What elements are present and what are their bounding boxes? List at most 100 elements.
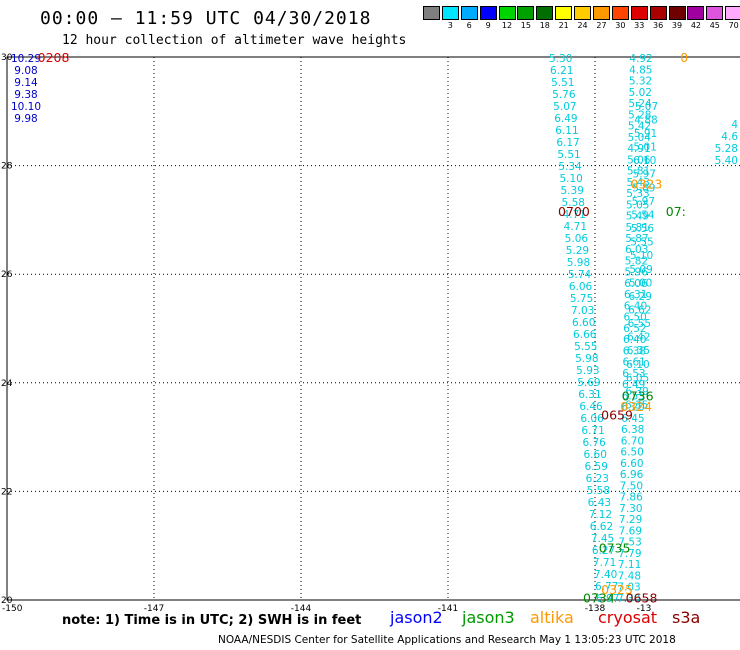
legend-cell: 45 xyxy=(705,6,724,32)
wave-height-value: 6.59 xyxy=(585,461,608,473)
wave-height-value: 5.58 xyxy=(587,485,610,497)
legend-swatch xyxy=(536,6,554,20)
legend-label: 33 xyxy=(634,21,645,30)
wave-height-value: 5.30 xyxy=(549,53,572,65)
wave-height-value: 5.01 xyxy=(633,142,656,154)
y-tick-label: 26 xyxy=(1,270,13,280)
wave-height-value: 5.54 xyxy=(631,209,655,221)
wave-height-value: 6.55 xyxy=(622,390,645,402)
wave-height-value: 4.71 xyxy=(564,221,587,233)
pass-time-label: 0659 xyxy=(601,407,633,422)
wave-height-value: 7.03 xyxy=(571,305,594,317)
wave-height-value: 6.60 xyxy=(572,317,595,329)
legend-cell: 21 xyxy=(554,6,573,32)
wave-height-value: 4.91 xyxy=(627,143,650,155)
legend-swatch xyxy=(479,6,497,20)
wave-height-value: 7.03 xyxy=(617,582,640,594)
x-tick-label: -141 xyxy=(438,604,458,614)
wave-height-value: 5.06 xyxy=(627,154,651,166)
legend-label: 6 xyxy=(466,21,472,30)
legend-label: 24 xyxy=(577,21,588,30)
wave-height-value: 4 xyxy=(731,119,738,131)
wave-height-value: 6.50 xyxy=(623,312,646,324)
wave-height-value: 6.27 xyxy=(592,545,615,557)
wave-height-value: 6.45 xyxy=(621,413,644,425)
legend-swatch xyxy=(517,6,535,20)
credit-line: NOAA/NESDIS Center for Satellite Applica… xyxy=(218,634,676,646)
legend-label: 70 xyxy=(728,21,739,30)
legend-swatch xyxy=(630,6,648,20)
legend-cell: 42 xyxy=(686,6,705,32)
wave-height-value: 7.86 xyxy=(619,492,643,504)
legend-swatch xyxy=(706,6,724,20)
wave-height-value: 5.34 xyxy=(558,161,582,173)
wave-height-value: 5.10 xyxy=(630,250,653,262)
legend-cell: 3 xyxy=(441,6,460,32)
wave-height-value: 6.05 xyxy=(626,372,649,384)
wave-height-value: 6.03 xyxy=(625,244,648,256)
y-tick-label: 22 xyxy=(1,487,12,497)
units-note: note: 1) Time is in UTC; 2) SWH is in fe… xyxy=(62,613,362,628)
wave-height-value: 4.88 xyxy=(634,114,657,126)
wave-height-value: 5.39 xyxy=(561,185,584,197)
satellite-label-cryosat: cryosat xyxy=(598,608,658,627)
wave-height-value: 6.20 xyxy=(621,402,644,414)
plot-frame xyxy=(6,56,740,601)
wave-height-value: 6.11 xyxy=(555,125,578,137)
wave-height-value: 4.92 xyxy=(629,53,652,65)
wave-height-value: 5.55 xyxy=(630,237,653,249)
wave-height-value: 5.81 xyxy=(627,166,650,178)
wave-height-value: 7.30 xyxy=(619,503,642,515)
pass-time-label: 0734 xyxy=(583,590,615,605)
wave-height-value: 6.06 xyxy=(624,278,648,290)
legend-label: 18 xyxy=(539,21,550,30)
legend-label: 12 xyxy=(501,21,513,30)
wave-height-value: 7.50 xyxy=(620,480,643,492)
pass-time-label: 0324 xyxy=(620,399,652,414)
chart-subtitle: 12 hour collection of altimeter wave hei… xyxy=(62,33,407,48)
wave-height-value: 7.12 xyxy=(589,509,612,521)
legend-swatch xyxy=(498,6,516,20)
legend-cell: 70 xyxy=(724,6,740,32)
pass-time-label: 07: xyxy=(666,204,686,219)
legend-swatch xyxy=(441,6,459,20)
wave-height-value: 5.28 xyxy=(715,143,738,155)
legend-label: 30 xyxy=(615,21,626,30)
wave-height-value: 6.23 xyxy=(586,473,609,485)
x-tick-label: -144 xyxy=(291,604,312,614)
wave-height-value: 5.00 xyxy=(629,277,652,289)
wave-height-value: 6.42 xyxy=(627,332,650,344)
pass-time-label: 0325 xyxy=(601,582,633,597)
wave-height-value: 5.32 xyxy=(629,76,652,88)
wave-height-value: 5.07 xyxy=(635,101,658,113)
wave-height-value: 6.76 xyxy=(582,437,606,449)
y-tick-label: 28 xyxy=(1,162,13,172)
wave-height-value: 6.06 xyxy=(580,413,604,425)
satellite-label-altika: altika xyxy=(530,608,574,627)
wave-height-value: 5.75 xyxy=(570,293,593,305)
legend-cell: 39 xyxy=(668,6,687,32)
legend-label: 3 xyxy=(447,21,453,30)
wave-height-value: 4.71 xyxy=(563,209,586,221)
chart-title: 00:00 – 11:59 UTC 04/30/2018 xyxy=(40,8,372,29)
legend-label: 21 xyxy=(558,21,569,30)
pass-time-label: 0658 xyxy=(626,590,658,605)
satellite-label-jason3: jason3 xyxy=(462,608,515,627)
wave-height-value: 6.97 xyxy=(596,593,619,605)
y-tick-label: 30 xyxy=(1,53,13,63)
wave-height-value: 6.49 xyxy=(554,113,577,125)
pass-time-label: 0736 xyxy=(622,388,654,403)
legend-cell: 6 xyxy=(460,6,479,32)
legend-label: 27 xyxy=(596,21,607,30)
wave-height-value: 9.38 xyxy=(14,89,37,101)
wave-height-value: 6.38 xyxy=(621,424,644,436)
wave-height-value: 6.35 xyxy=(627,345,650,357)
wave-height-value: 5.51 xyxy=(551,77,574,89)
wave-height-value: 6.17 xyxy=(556,137,579,149)
wave-height-value: 5.42 xyxy=(628,121,651,133)
wave-height-value: 5.07 xyxy=(553,101,576,113)
x-tick-label: -150 xyxy=(2,604,23,614)
wave-height-value: 5.58 xyxy=(562,197,585,209)
wave-height-value: 6.39 xyxy=(625,386,648,398)
wave-height-value: 7.48 xyxy=(618,570,641,582)
